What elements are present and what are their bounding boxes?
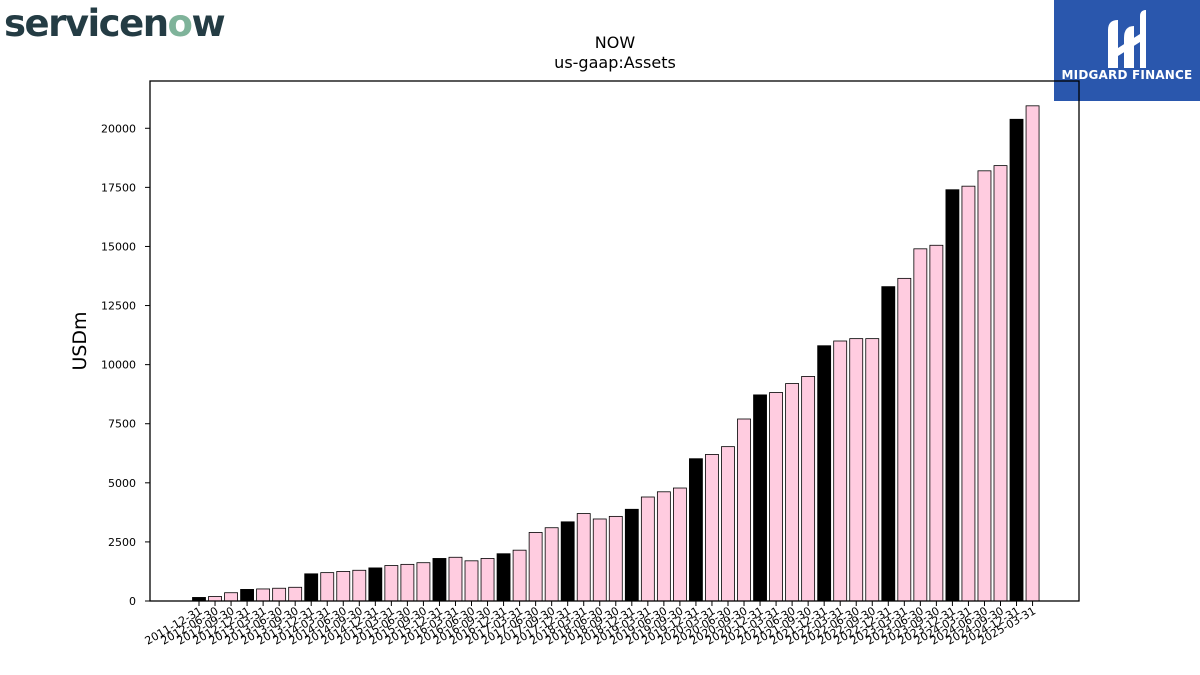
bar-2014-09-30: [352, 569, 367, 602]
servicenow-logo: servicenow: [4, 2, 226, 45]
bar-2012-12-31: [240, 589, 254, 602]
plot-frame: [149, 80, 1080, 602]
y-tick-label: 10000: [101, 359, 136, 372]
y-tick-label: 15000: [101, 240, 136, 253]
bar-2014-06-30: [336, 571, 351, 602]
bar-2012-06-30: [208, 596, 222, 602]
bar-2018-09-30: [608, 515, 623, 602]
bar-2022-09-30: [865, 338, 880, 602]
bar-2023-06-30: [913, 248, 928, 602]
midgard-finance-logo-text: MIDGARD FINANCE: [1061, 68, 1193, 82]
bar-2019-06-30: [656, 491, 671, 602]
bar-2013-09-30: [288, 586, 303, 602]
bar-2016-09-30: [480, 558, 495, 602]
bar-2012-09-30: [224, 592, 238, 602]
midgard-finance-logo: MIDGARD FINANCE: [1054, 0, 1200, 101]
bar-2017-09-30: [544, 527, 559, 602]
y-axis-ticks: 0 2500 5000 7500 10000 12500 15000 17500 20000: [101, 122, 150, 608]
bar-2020-12-31: [753, 394, 767, 602]
bar-2024-12-31: [1009, 118, 1024, 602]
bar-2016-06-30: [464, 560, 479, 602]
bar-2015-03-31: [384, 565, 399, 602]
bar-2022-06-30: [849, 338, 864, 602]
bar-2017-03-31: [512, 549, 527, 602]
bar-2013-12-31: [304, 573, 319, 602]
bar-2016-03-31: [448, 556, 463, 602]
bar-2020-03-31: [705, 454, 719, 602]
chart-title: NOW: [595, 33, 636, 52]
y-tick-label: 20000: [101, 122, 136, 135]
bars-group: [192, 105, 1040, 602]
bar-2014-12-31: [368, 567, 383, 602]
bar-2013-03-31: [256, 588, 271, 602]
bar-2016-12-31: [496, 553, 511, 602]
bar-2020-09-30: [737, 418, 751, 602]
y-tick-label: 2500: [108, 536, 136, 549]
bar-2022-12-31: [881, 286, 896, 602]
bar-2021-06-30: [785, 383, 800, 602]
bar-2022-03-31: [833, 340, 848, 602]
bar-2021-03-31: [769, 392, 783, 602]
bar-2015-09-30: [416, 562, 431, 602]
bar-2023-12-31: [945, 189, 960, 602]
bar-2017-12-31: [560, 521, 575, 602]
y-tick-label: 12500: [101, 300, 136, 313]
bar-2024-09-30: [993, 165, 1008, 602]
bar-2021-12-31: [817, 345, 832, 602]
bar-2024-03-31: [961, 185, 976, 602]
bar-2018-06-30: [592, 518, 607, 602]
y-tick-label: 0: [129, 595, 136, 608]
chart-subtitle: us-gaap:Assets: [554, 53, 676, 72]
bar-2023-09-30: [929, 244, 944, 602]
bar-2023-03-31: [897, 277, 912, 602]
y-axis-label: USDm: [69, 311, 91, 370]
bar-2024-06-30: [977, 170, 992, 602]
y-tick-label: 7500: [108, 418, 136, 431]
bar-2014-03-31: [320, 572, 335, 602]
midgard-finance-logo-icon: [1108, 10, 1146, 68]
bar-2017-06-30: [528, 532, 543, 602]
bar-2013-06-30: [272, 587, 287, 602]
bar-2018-03-31: [576, 513, 591, 602]
y-tick-label: 5000: [108, 477, 136, 490]
bar-2021-09-30: [801, 376, 816, 602]
bar-2018-12-31: [624, 508, 639, 602]
y-tick-label: 17500: [101, 181, 136, 194]
bar-2015-12-31: [432, 558, 447, 602]
bar-2020-06-30: [721, 446, 735, 602]
bar-2019-09-30: [673, 487, 687, 602]
x-axis-ticks: 2011-12-312012-06-302012-09-302012-12-31…: [143, 601, 1038, 648]
bar-2015-06-30: [400, 563, 415, 602]
bar-2019-12-31: [689, 458, 703, 602]
bar-2019-03-31: [640, 496, 655, 602]
bar-2025-03-31: [1025, 105, 1040, 602]
